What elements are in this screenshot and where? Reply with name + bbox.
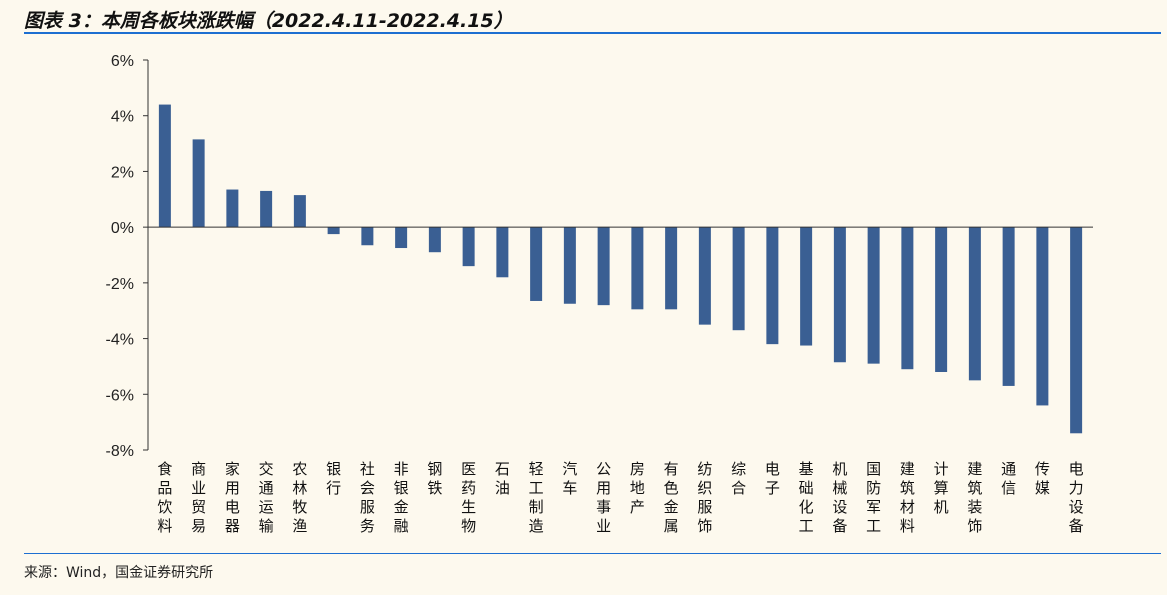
bar <box>1070 227 1083 434</box>
category-label: 钢铁 <box>427 460 442 497</box>
category-label: 建筑装饰 <box>967 460 982 535</box>
bar <box>462 227 475 267</box>
y-tick-label: -2% <box>106 276 134 293</box>
source-note: 来源：Wind，国金证券研究所 <box>24 565 214 581</box>
category-label: 社会服务 <box>360 460 375 535</box>
category-label: 非银金融 <box>394 460 409 535</box>
bar <box>698 227 711 325</box>
bar <box>833 227 846 363</box>
bar <box>800 227 813 346</box>
category-label: 汽车 <box>562 460 577 497</box>
y-tick-label: -8% <box>106 443 134 460</box>
bar <box>665 227 678 310</box>
category-label: 商业贸易 <box>191 460 206 535</box>
category-label: 综合 <box>731 460 746 497</box>
bar <box>428 227 441 253</box>
category-label: 轻工制造 <box>529 460 544 535</box>
bar <box>935 227 948 372</box>
category-labels: 食品饮料 商业贸易 家用电器 交通运输 农林牧渔 银行 社会服务 非银金融 钢铁 医药生物 石油轻工… <box>157 460 1083 535</box>
bar <box>530 227 543 301</box>
bar <box>732 227 745 331</box>
category-label: 建筑材料 <box>900 460 915 535</box>
bar <box>395 227 408 249</box>
bar <box>1036 227 1049 406</box>
category-label: 农林牧渔 <box>292 460 307 535</box>
bar <box>631 227 644 310</box>
category-label: 石油 <box>495 460 510 497</box>
figure-title: 图表 3：本周各板块涨跌幅（2022.4.11-2022.4.15） <box>24 10 513 32</box>
title-rule <box>24 32 1161 34</box>
category-label: 电子 <box>765 460 780 497</box>
bar <box>968 227 981 381</box>
category-label: 家用电器 <box>225 460 240 535</box>
y-tick-label: -4% <box>106 332 134 349</box>
category-label: 有色金属 <box>664 460 679 535</box>
y-tick-label: 2% <box>111 164 134 181</box>
bar <box>496 227 509 278</box>
bar <box>293 195 306 228</box>
y-tick-label: -6% <box>106 387 134 404</box>
category-label: 纺织服饰 <box>697 460 712 535</box>
y-tick-label: 0% <box>111 220 134 237</box>
category-label: 食品饮料 <box>157 460 172 535</box>
bar-series <box>158 104 1083 434</box>
category-label: 国防军工 <box>866 460 881 535</box>
y-tick-label: 4% <box>111 109 134 126</box>
category-label: 计算机 <box>934 460 949 516</box>
bar <box>901 227 914 370</box>
category-label: 房地产 <box>630 460 645 516</box>
bar <box>260 190 273 228</box>
bar <box>1002 227 1015 386</box>
category-label: 电力设备 <box>1069 460 1084 535</box>
bar <box>158 104 171 228</box>
bar <box>766 227 779 345</box>
category-label: 机械设备 <box>832 460 847 535</box>
y-axis: 6% 4% 2% 0% -2% -4% -6% -8% <box>106 53 149 460</box>
bar <box>327 227 340 235</box>
source-rule <box>24 553 1161 554</box>
category-label: 医药生物 <box>461 460 476 535</box>
bar <box>192 139 205 228</box>
bar <box>226 189 239 228</box>
bar <box>563 227 576 304</box>
bar <box>597 227 610 306</box>
category-label: 传媒 <box>1035 460 1050 497</box>
bar <box>361 227 374 246</box>
category-label: 交通运输 <box>259 460 274 535</box>
category-label: 通信 <box>1001 460 1016 497</box>
category-label: 银行 <box>326 460 341 497</box>
category-label: 基础化工 <box>799 460 814 535</box>
bar <box>867 227 880 364</box>
y-tick-label: 6% <box>111 53 134 70</box>
category-label: 公用事业 <box>596 460 611 535</box>
